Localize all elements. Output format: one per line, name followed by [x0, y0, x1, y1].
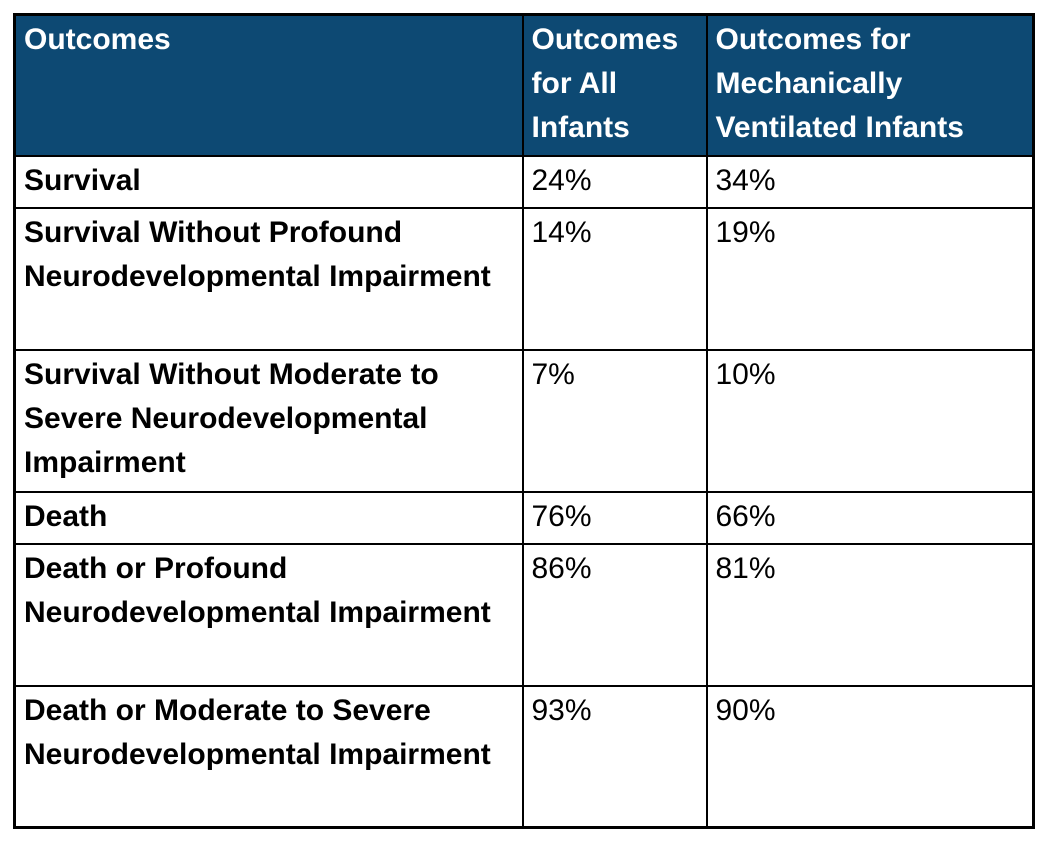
row-label-cell: Death or Profound Neurodevelopmental Imp…	[13, 542, 524, 687]
value-cell-ventilated-infants: 34%	[705, 154, 1035, 209]
table-row-death-or-profound-ndi: Death or Profound Neurodevelopmental Imp…	[13, 542, 1035, 687]
value-cell-ventilated-infants: 66%	[705, 490, 1035, 545]
value-cell-all-infants: 76%	[521, 490, 708, 545]
value-cell-ventilated-infants: 81%	[705, 542, 1035, 687]
outcomes-table-container: Outcomes Outcomes for All Infants Outcom…	[13, 13, 1035, 829]
row-label-cell: Survival Without Moderate to Severe Neur…	[13, 348, 524, 493]
value-cell-all-infants: 7%	[521, 348, 708, 493]
table-row-survival: Survival 24% 34%	[13, 154, 1035, 209]
header-cell-ventilated-infants: Outcomes for Mechanically Ventilated Inf…	[705, 13, 1035, 157]
table-row-survival-without-profound-ndi: Survival Without Profound Neurodevelopme…	[13, 206, 1035, 351]
value-cell-ventilated-infants: 19%	[705, 206, 1035, 351]
table-row-death-or-moderate-severe-ndi: Death or Moderate to Severe Neurodevelop…	[13, 684, 1035, 829]
row-label-cell: Survival Without Profound Neurodevelopme…	[13, 206, 524, 351]
outcomes-table: Outcomes Outcomes for All Infants Outcom…	[13, 13, 1035, 829]
row-label-cell: Death	[13, 490, 524, 545]
header-row: Outcomes Outcomes for All Infants Outcom…	[13, 13, 1035, 157]
value-cell-all-infants: 14%	[521, 206, 708, 351]
header-cell-all-infants: Outcomes for All Infants	[521, 13, 708, 157]
table-header: Outcomes Outcomes for All Infants Outcom…	[13, 13, 1035, 157]
value-cell-all-infants: 24%	[521, 154, 708, 209]
value-cell-ventilated-infants: 10%	[705, 348, 1035, 493]
table-row-survival-without-moderate-severe-ndi: Survival Without Moderate to Severe Neur…	[13, 348, 1035, 493]
table-body: Survival 24% 34% Survival Without Profou…	[13, 154, 1035, 829]
header-cell-outcomes: Outcomes	[13, 13, 524, 157]
table-row-death: Death 76% 66%	[13, 490, 1035, 545]
row-label-cell: Death or Moderate to Severe Neurodevelop…	[13, 684, 524, 829]
row-label-cell: Survival	[13, 154, 524, 209]
value-cell-all-infants: 86%	[521, 542, 708, 687]
value-cell-all-infants: 93%	[521, 684, 708, 829]
value-cell-ventilated-infants: 90%	[705, 684, 1035, 829]
